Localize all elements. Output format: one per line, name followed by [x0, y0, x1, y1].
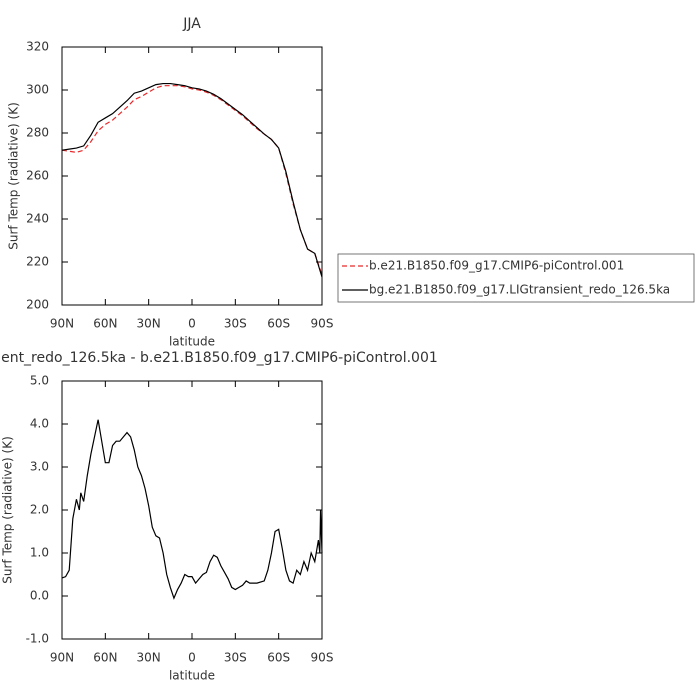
y-tick-label: 3.0: [30, 460, 49, 474]
y-tick-label: 260: [26, 169, 49, 183]
y-tick-label: 220: [26, 255, 49, 269]
plot-frame: [61, 380, 323, 640]
data-line: [61, 82, 323, 278]
x-tick-label: 90S: [311, 651, 334, 665]
x-tick-label: 30N: [137, 317, 161, 331]
y-tick-label: 1.0: [30, 546, 49, 560]
x-tick-label: 30N: [137, 651, 161, 665]
x-tick-label: 60N: [93, 317, 117, 331]
y-axis-label: Surf Temp (radiative) (K): [1, 436, 15, 584]
y-tick-label: -1.0: [26, 632, 49, 646]
y-tick-label: 4.0: [30, 417, 49, 431]
x-tick-label: 90S: [311, 317, 334, 331]
y-tick-label: 300: [26, 83, 49, 97]
x-tick-label: 0: [188, 651, 196, 665]
x-tick-label: 30S: [224, 317, 247, 331]
x-axis-label: latitude: [169, 335, 215, 349]
y-tick-label: 280: [26, 126, 49, 140]
x-tick-label: 90N: [50, 651, 74, 665]
data-line: [61, 419, 323, 600]
y-axis-label: Surf Temp (radiative) (K): [7, 102, 21, 250]
y-tick-label: 200: [26, 298, 49, 312]
legend-box: [337, 253, 695, 303]
chart-title: IGtransient_redo_126.5ka - b.e21.B1850.f…: [0, 350, 438, 366]
data-line: [61, 85, 323, 276]
y-tick-label: 240: [26, 212, 49, 226]
y-tick-label: 2.0: [30, 503, 49, 517]
legend-label: b.e21.B1850.f09_g17.CMIP6-piControl.001: [369, 259, 624, 273]
x-tick-label: 60S: [267, 651, 290, 665]
legend-label: bg.e21.B1850.f09_g17.LIGtransient_redo_1…: [369, 283, 670, 297]
y-tick-label: 5.0: [30, 374, 49, 388]
x-tick-label: 60N: [93, 651, 117, 665]
y-tick-label: 320: [26, 40, 49, 54]
x-tick-label: 30S: [224, 651, 247, 665]
chart-title: JJA: [182, 16, 201, 32]
x-axis-label: latitude: [169, 669, 215, 683]
x-tick-label: 60S: [267, 317, 290, 331]
plot-frame: [61, 46, 323, 306]
y-tick-label: 0.0: [30, 589, 49, 603]
x-tick-label: 90N: [50, 317, 74, 331]
x-tick-label: 0: [188, 317, 196, 331]
